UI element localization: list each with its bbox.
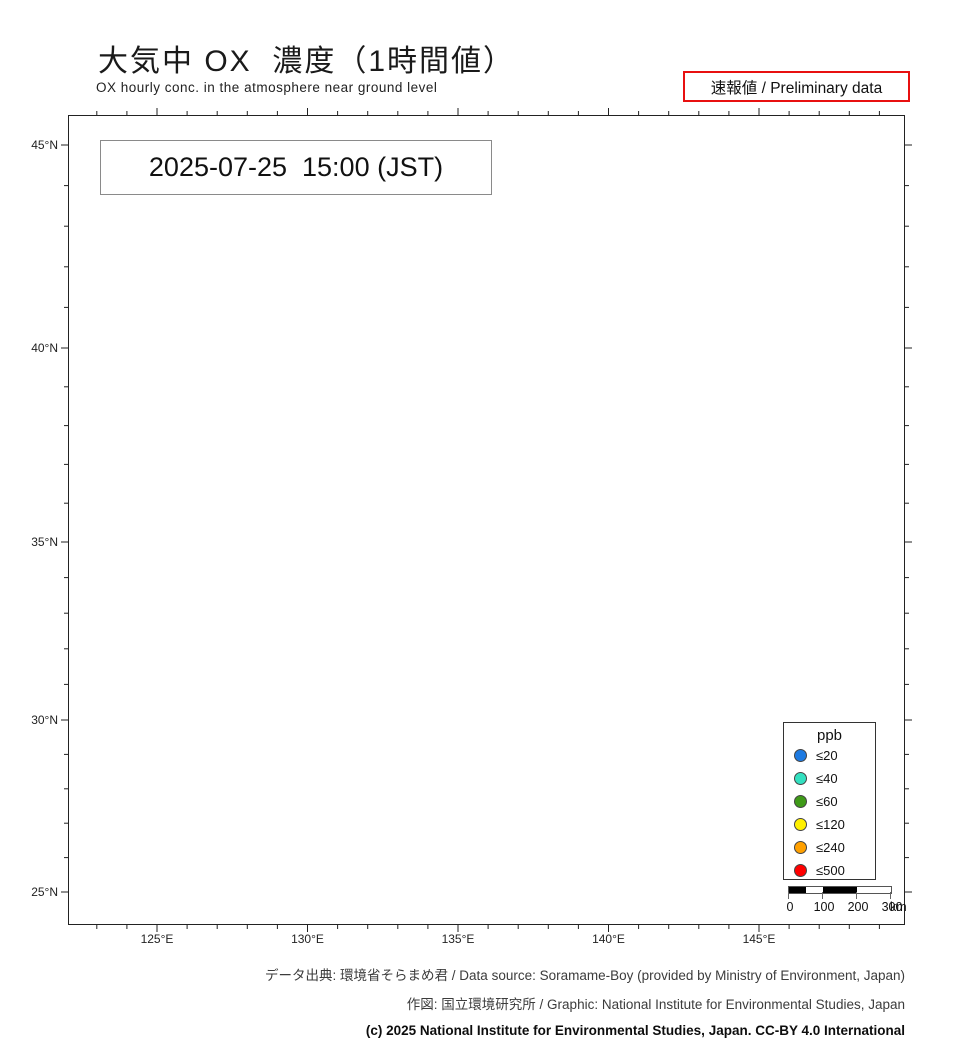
preliminary-data-badge: 速報値 / Preliminary data (683, 71, 910, 102)
footer-copyright: (c) 2025 National Institute for Environm… (365, 1023, 905, 1038)
legend-item: ≤120 (784, 813, 875, 836)
lon-axis-label: 135°E (441, 932, 475, 946)
legend-color-dot (794, 795, 807, 808)
lon-axis-label: 140°E (592, 932, 625, 946)
lon-axis-label: 145°E (742, 932, 776, 946)
legend-item: ≤240 (784, 836, 875, 859)
legend-item-label: ≤20 (816, 748, 838, 763)
timestamp-box: 2025-07-25 15:00 (JST) (100, 140, 492, 195)
lat-axis-label: 25°N (31, 885, 58, 899)
lat-axis-label: 35°N (31, 535, 58, 549)
legend-color-dot (794, 864, 807, 877)
page-title: 大気中 OX 濃度（1時間値） (98, 45, 516, 78)
scale-bar-label: 100 (813, 900, 835, 914)
scale-bar-segments (788, 886, 892, 894)
page-subtitle: OX hourly conc. in the atmosphere near g… (96, 80, 438, 95)
legend-color-dot (794, 818, 807, 831)
lat-axis-label: 45°N (31, 138, 58, 152)
map-frame (68, 115, 905, 925)
footer-data-source: データ出典: 環境省そらまめ君 / Data source: Soramame-… (265, 968, 905, 983)
legend-color-dot (794, 749, 807, 762)
legend-item: ≤40 (784, 767, 875, 790)
footer-graphic-credit: 作図: 国立環境研究所 / Graphic: National Institut… (406, 997, 905, 1012)
map-legend: ppb ≤20 ≤40 ≤60 ≤120 ≤240 ≤500 (783, 722, 876, 880)
legend-item: ≤60 (784, 790, 875, 813)
scale-bar-unit: km (890, 900, 907, 914)
legend-item: ≤20 (784, 744, 875, 767)
legend-item-label: ≤40 (816, 771, 838, 786)
lat-axis-label: 40°N (31, 341, 58, 355)
lon-axis-label: 125°E (140, 932, 174, 946)
legend-item-label: ≤60 (816, 794, 838, 809)
legend-item-label: ≤500 (816, 863, 845, 878)
scale-bar-label: 0 (786, 900, 794, 914)
legend-item-label: ≤240 (816, 840, 845, 855)
legend-item-label: ≤120 (816, 817, 845, 832)
legend-rows: ≤20 ≤40 ≤60 ≤120 ≤240 ≤500 (784, 744, 875, 882)
legend-color-dot (794, 841, 807, 854)
lon-axis-label: 130°E (291, 932, 324, 946)
scale-bar: 0 100 200 300 km (786, 884, 907, 920)
scale-bar-label: 300 (881, 900, 903, 914)
legend-color-dot (794, 772, 807, 785)
scale-bar-label: 200 (847, 900, 869, 914)
legend-item: ≤500 (784, 859, 875, 882)
legend-title: ppb (816, 727, 843, 744)
lat-axis-label: 30°N (31, 713, 58, 727)
